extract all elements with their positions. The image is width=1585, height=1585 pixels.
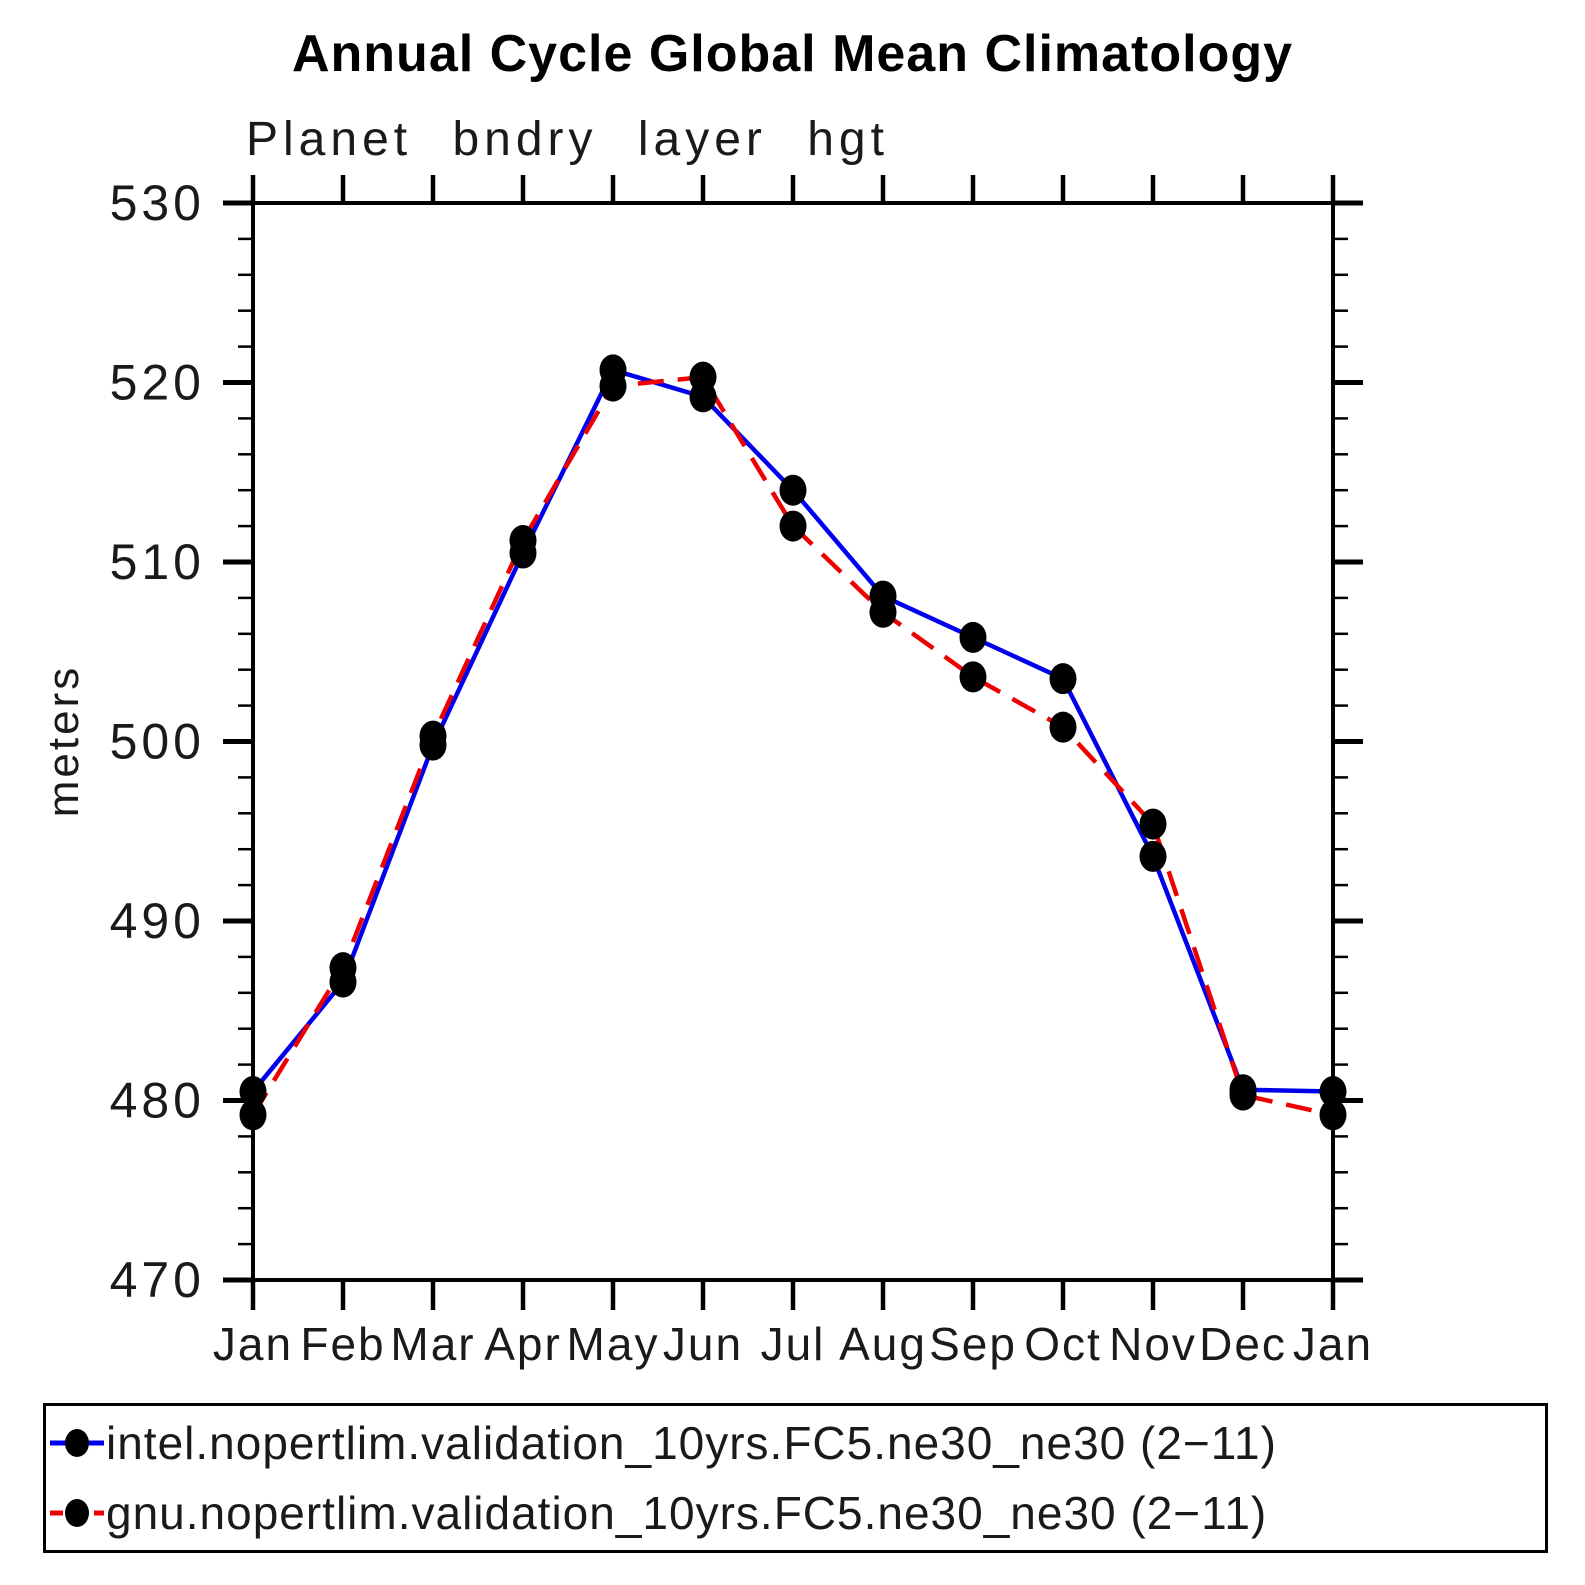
x-tick-label: Jan (1293, 1318, 1373, 1370)
legend: intel.nopertlim.validation_10yrs.FC5.ne3… (43, 1403, 1548, 1553)
legend-item-gnu: gnu.nopertlim.validation_10yrs.FC5.ne30_… (46, 1480, 1545, 1546)
x-tick-label: Nov (1109, 1318, 1197, 1370)
data-point (779, 510, 807, 542)
x-tick-label: Oct (1024, 1318, 1102, 1370)
x-tick-label: Jun (663, 1318, 743, 1370)
legend-label-gnu: gnu.nopertlim.validation_10yrs.FC5.ne30_… (106, 1487, 1268, 1539)
data-point (1139, 808, 1167, 840)
data-point (599, 370, 627, 402)
legend-dashed-line-icon (50, 1499, 104, 1527)
x-tick-label: Sep (929, 1318, 1017, 1370)
data-point (1049, 663, 1077, 695)
data-point (689, 361, 717, 393)
data-point (1049, 711, 1077, 743)
y-tick-label: 530 (110, 175, 205, 231)
data-point (1319, 1076, 1347, 1108)
legend-solid-line-icon (50, 1429, 104, 1457)
data-point (959, 621, 987, 653)
y-tick-label: 490 (110, 893, 205, 949)
x-tick-label: Jan (213, 1318, 293, 1370)
chart-subtitle: Planet bndry layer hgt (246, 113, 889, 166)
y-tick-label: 510 (110, 534, 205, 590)
data-point (1319, 1099, 1347, 1131)
data-point (869, 596, 897, 628)
y-tick-label: 520 (110, 355, 205, 411)
plot-box (251, 201, 1335, 1282)
x-tick-label: Aug (839, 1318, 927, 1370)
x-tick-label: Dec (1199, 1318, 1287, 1370)
y-axis-label: meters (39, 665, 88, 817)
x-tick-label: Apr (484, 1318, 562, 1370)
data-point (329, 952, 357, 984)
y-tick-label: 480 (110, 1073, 205, 1129)
data-point (239, 1099, 267, 1131)
data-point (239, 1076, 267, 1108)
x-tick-label: May (567, 1318, 660, 1370)
data-point (779, 474, 807, 506)
legend-item-intel: intel.nopertlim.validation_10yrs.FC5.ne3… (46, 1410, 1545, 1476)
y-tick-label: 470 (110, 1252, 205, 1308)
chart-title: Annual Cycle Global Mean Climatology (291, 25, 1294, 83)
data-point (1139, 840, 1167, 872)
data-point (509, 524, 537, 556)
x-tick-label: Mar (390, 1318, 475, 1370)
data-point (419, 720, 447, 752)
legend-label-intel: intel.nopertlim.validation_10yrs.FC5.ne3… (106, 1417, 1277, 1469)
data-point (1229, 1079, 1257, 1111)
data-point (959, 661, 987, 693)
y-tick-label: 500 (110, 714, 205, 770)
x-tick-label: Feb (300, 1318, 385, 1370)
x-tick-label: Jul (761, 1318, 826, 1370)
